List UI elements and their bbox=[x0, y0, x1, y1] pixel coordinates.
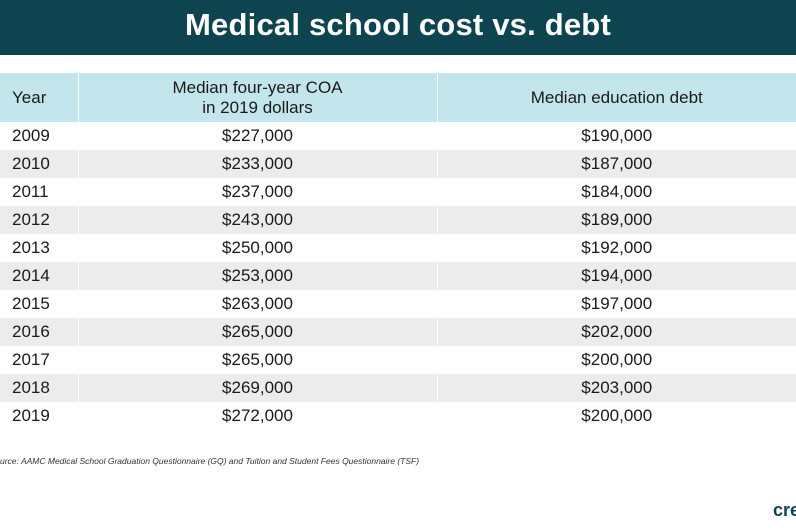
year-cell: 2014 bbox=[12, 266, 50, 285]
year-cell: 2012 bbox=[12, 210, 50, 229]
coa-cell: $237,000 bbox=[77, 178, 437, 206]
coa-cell: $250,000 bbox=[77, 234, 437, 262]
debt-cell: $200,000 bbox=[436, 402, 796, 430]
year-cell: 2015 bbox=[12, 294, 50, 313]
year-cell: 2019 bbox=[12, 406, 50, 425]
coa-cell: $269,000 bbox=[77, 374, 437, 402]
table-row: 2015 $263,000 $197,000 bbox=[0, 290, 796, 318]
table-row: 2014 $253,000 $194,000 bbox=[0, 262, 796, 290]
year-cell: 2017 bbox=[12, 350, 50, 369]
debt-cell: $203,000 bbox=[436, 374, 796, 402]
debt-cell: $190,000 bbox=[436, 122, 796, 150]
table-row: 2011 $237,000 $184,000 bbox=[0, 178, 796, 206]
year-cell: 2009 bbox=[12, 126, 50, 145]
coa-header-line-2: in 2019 dollars bbox=[202, 97, 313, 117]
table-row: 2016 $265,000 $202,000 bbox=[0, 318, 796, 346]
cost-debt-table: Year Median four-year COA in 2019 dollar… bbox=[0, 73, 796, 430]
coa-column-header: Median four-year COA in 2019 dollars bbox=[77, 73, 437, 122]
coa-cell: $253,000 bbox=[77, 262, 437, 290]
year-cell: 2011 bbox=[12, 182, 49, 201]
title-banner: Medical school cost vs. debt bbox=[0, 0, 796, 55]
year-cell: 2010 bbox=[12, 154, 50, 173]
source-note: urce: AAMC Medical School Graduation Que… bbox=[0, 456, 420, 466]
header-row: Year Median four-year COA in 2019 dollar… bbox=[0, 73, 796, 122]
debt-cell: $184,000 bbox=[436, 178, 796, 206]
year-column-header: Year bbox=[12, 87, 47, 107]
table-body: 2009 $227,000 $190,000 2010 $233,000 $18… bbox=[0, 122, 796, 430]
brand-logo: cre bbox=[773, 500, 796, 520]
page-title: Medical school cost vs. debt bbox=[185, 6, 611, 42]
table-row: 2019 $272,000 $200,000 bbox=[0, 402, 796, 430]
debt-cell: $200,000 bbox=[436, 346, 796, 374]
table-row: 2010 $233,000 $187,000 bbox=[0, 150, 796, 178]
year-cell: 2013 bbox=[12, 238, 50, 257]
debt-cell: $202,000 bbox=[436, 318, 796, 346]
coa-cell: $227,000 bbox=[77, 122, 437, 150]
debt-cell: $192,000 bbox=[436, 234, 796, 262]
coa-cell: $272,000 bbox=[77, 402, 437, 430]
debt-cell: $197,000 bbox=[436, 290, 796, 318]
table-row: 2013 $250,000 $192,000 bbox=[0, 234, 796, 262]
coa-cell: $243,000 bbox=[77, 206, 437, 234]
coa-cell: $265,000 bbox=[77, 346, 437, 374]
coa-cell: $233,000 bbox=[77, 150, 437, 178]
coa-cell: $263,000 bbox=[77, 290, 437, 318]
table-row: 2009 $227,000 $190,000 bbox=[0, 122, 796, 150]
table-header: Year Median four-year COA in 2019 dollar… bbox=[0, 73, 796, 122]
debt-cell: $194,000 bbox=[436, 262, 796, 290]
coa-header-line-1: Median four-year COA bbox=[172, 77, 343, 97]
table-row: 2017 $265,000 $200,000 bbox=[0, 346, 796, 374]
table-row: 2018 $269,000 $203,000 bbox=[0, 374, 796, 402]
year-cell: 2018 bbox=[12, 378, 50, 397]
year-cell: 2016 bbox=[12, 322, 50, 341]
table-row: 2012 $243,000 $189,000 bbox=[0, 206, 796, 234]
debt-column-header: Median education debt bbox=[436, 73, 796, 122]
coa-cell: $265,000 bbox=[77, 318, 437, 346]
debt-cell: $189,000 bbox=[436, 206, 796, 234]
debt-cell: $187,000 bbox=[436, 150, 796, 178]
